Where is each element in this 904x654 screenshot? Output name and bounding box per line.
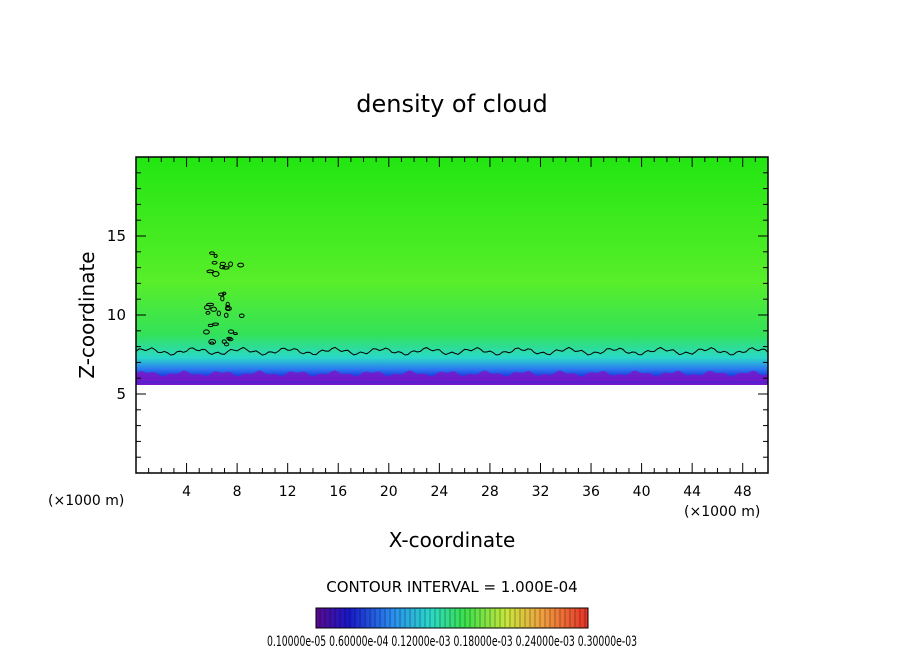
plot-area bbox=[136, 157, 768, 385]
contour-cell bbox=[223, 312, 229, 318]
x-unit-label: (×1000 m) bbox=[684, 504, 760, 520]
contour-cell bbox=[210, 306, 218, 312]
colorbar bbox=[315, 607, 589, 629]
contour-cell bbox=[222, 266, 230, 270]
x-tick-label: 32 bbox=[532, 484, 550, 500]
contour-cell bbox=[203, 329, 210, 335]
contour-cell bbox=[218, 292, 225, 297]
contour-cell bbox=[205, 310, 211, 315]
contour-cell bbox=[213, 253, 218, 258]
cloud-density-field bbox=[136, 157, 768, 385]
contour-cell bbox=[219, 261, 226, 267]
x-tick-label: 12 bbox=[279, 484, 297, 500]
contour-cell bbox=[228, 261, 234, 267]
x-tick-label: 36 bbox=[582, 484, 600, 500]
y-tick-label: 15 bbox=[107, 227, 126, 245]
x-tick-label: 24 bbox=[430, 484, 448, 500]
contour-cell bbox=[238, 313, 245, 319]
y-tick-label: 10 bbox=[107, 306, 126, 324]
contour-cell bbox=[212, 270, 220, 277]
x-tick-label: 40 bbox=[633, 484, 651, 500]
contour-cell bbox=[224, 306, 232, 311]
y-axis-label: Z-coordinate bbox=[75, 251, 99, 378]
x-tick-label: 16 bbox=[329, 484, 347, 500]
contour-cell bbox=[237, 262, 245, 268]
chart-title: density of cloud bbox=[356, 90, 547, 118]
x-axis-label: X-coordinate bbox=[389, 528, 516, 552]
contour-line bbox=[136, 346, 768, 356]
colorbar-tick-labels: 0.10000e-05 0.60000e-04 0.12000e-03 0.18… bbox=[267, 634, 637, 650]
contour-cell bbox=[203, 305, 211, 310]
contour-cell bbox=[233, 332, 238, 336]
contour-cell bbox=[226, 336, 232, 341]
colorbar-stripes bbox=[319, 609, 586, 627]
contour-cell bbox=[206, 302, 215, 307]
x-tick-label: 44 bbox=[683, 484, 701, 500]
contour-cell bbox=[227, 329, 235, 334]
contour-cell bbox=[225, 301, 230, 308]
contour-cell bbox=[216, 310, 222, 317]
x-tick-label: 20 bbox=[380, 484, 398, 500]
contour-cell bbox=[209, 341, 215, 345]
contour-cell bbox=[211, 260, 218, 265]
y-tick-label: 5 bbox=[116, 385, 126, 403]
x-tick-label: 4 bbox=[182, 484, 191, 500]
y-unit-label: (×1000 m) bbox=[48, 493, 124, 509]
contour-cell bbox=[209, 251, 215, 256]
contour-interval-label: CONTOUR INTERVAL = 1.000E-04 bbox=[326, 578, 577, 596]
contour-cell bbox=[212, 322, 220, 326]
x-tick-label: 48 bbox=[734, 484, 752, 500]
contour-cell bbox=[221, 339, 227, 344]
x-axis: 4 8 12 16 20 24 28 32 36 40 44 48 bbox=[148, 157, 756, 500]
cloud-base-band bbox=[136, 370, 768, 382]
y-axis: 5 10 15 bbox=[107, 172, 768, 458]
isolated-cloud-cells bbox=[203, 251, 245, 347]
contour-cell bbox=[206, 269, 215, 274]
x-tick-label: 8 bbox=[233, 484, 242, 500]
x-tick-label: 28 bbox=[481, 484, 499, 500]
